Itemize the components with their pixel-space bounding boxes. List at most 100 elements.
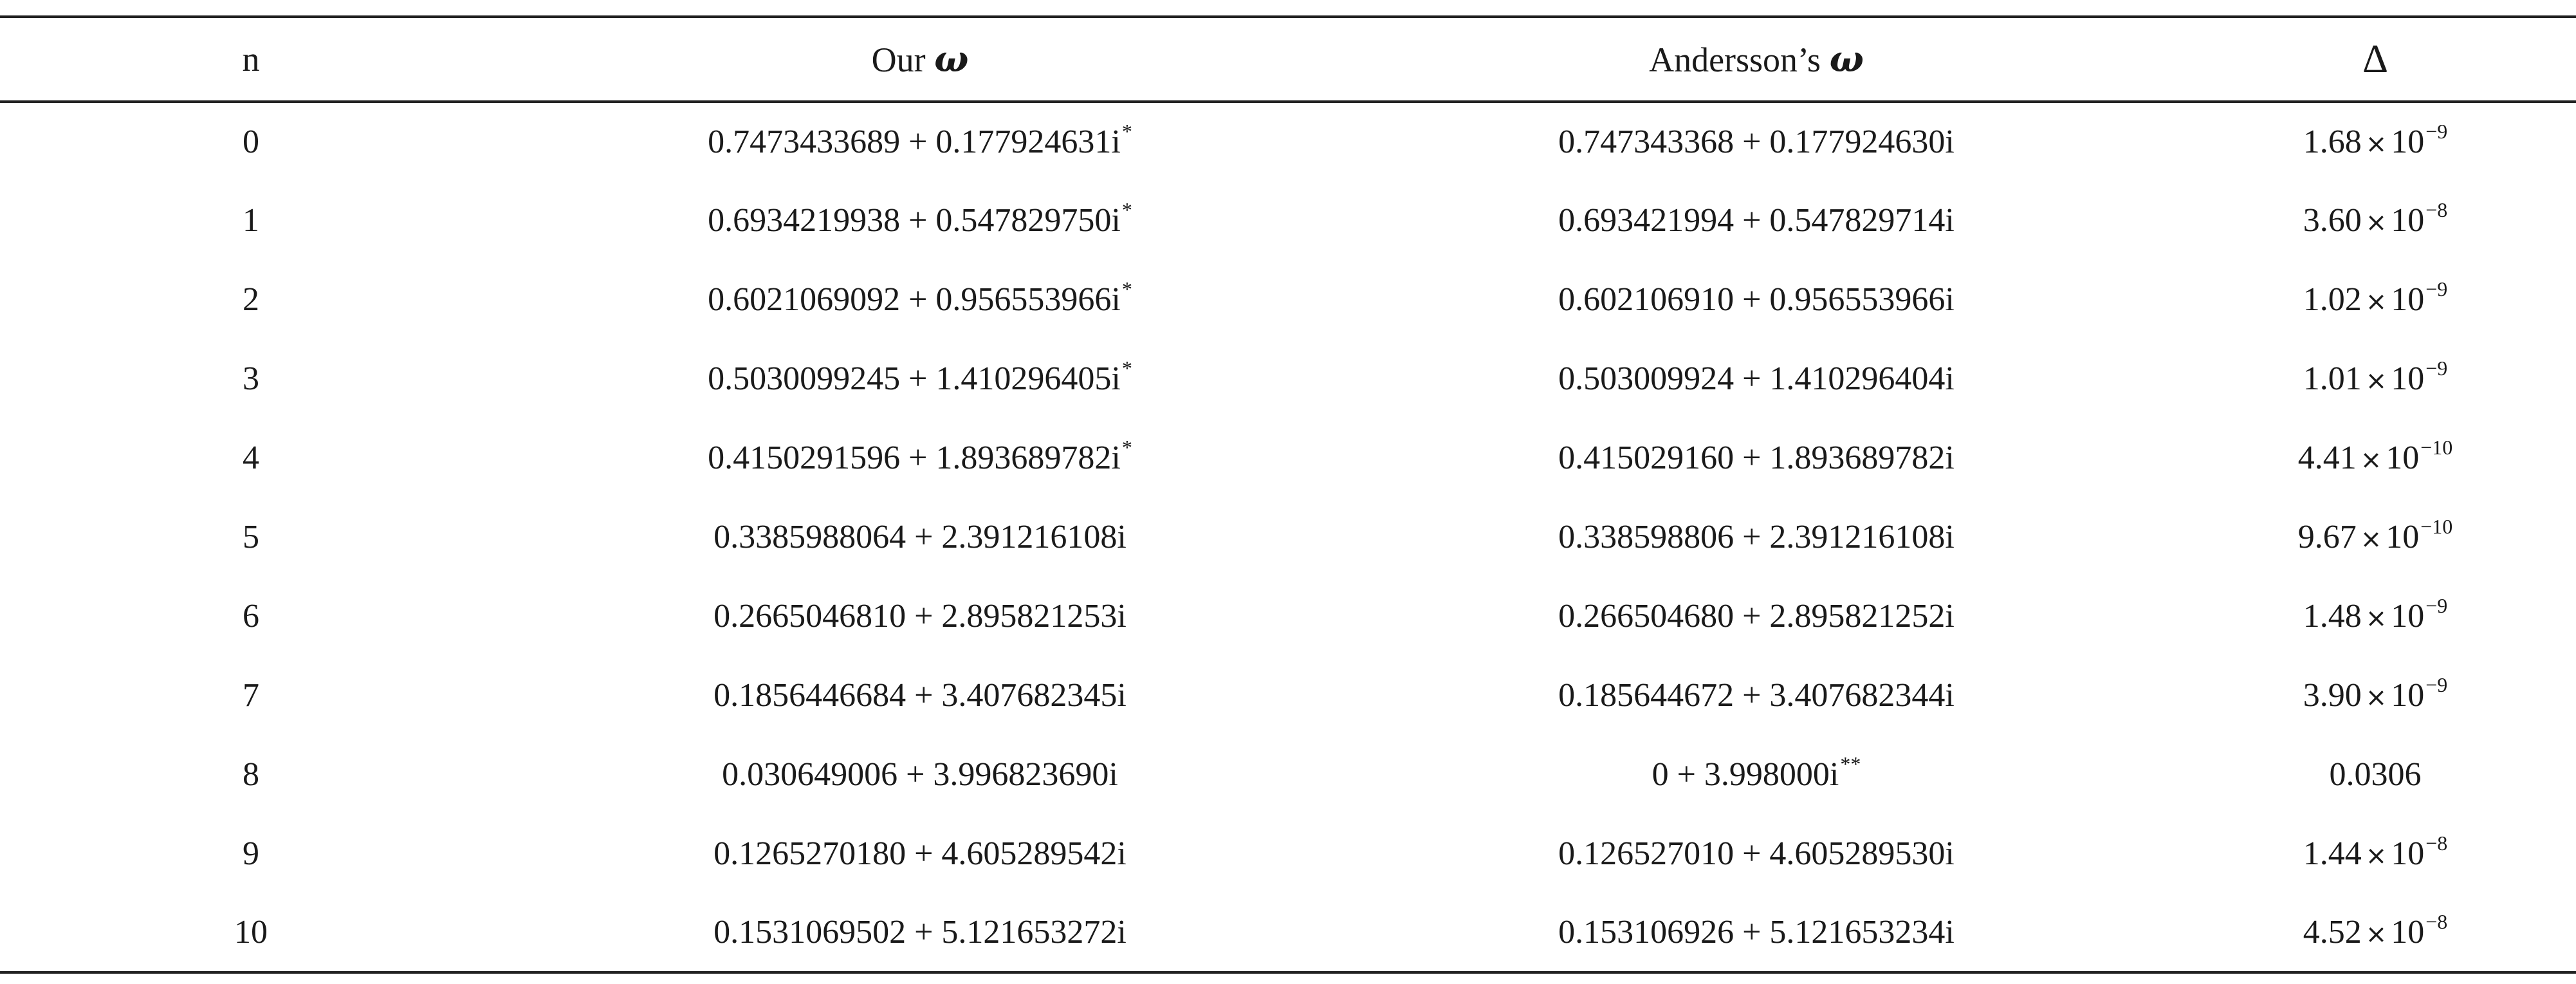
power-base: 10 (2391, 835, 2425, 872)
times-sign: × (2360, 524, 2382, 554)
n-value: 4 (243, 440, 259, 476)
delta-mantissa: 4.52 (2303, 914, 2362, 951)
cell-delta: 9.67 × 10−10 (2175, 497, 2576, 577)
times-sign: × (2365, 841, 2387, 871)
andersson-omega-value: 0.747343368 + 0.177924630i (1558, 124, 1955, 160)
table-row: 7 0.1856446684 + 3.407682345i 0.185644672 … (0, 656, 2576, 735)
delta-exponent: −9 (2425, 594, 2448, 617)
power-base: 10 (2391, 677, 2425, 714)
andersson-omega-value: 0.415029160 + 1.893689782i (1558, 440, 1955, 476)
cell-our-omega: 0.1265270180 + 4.605289542i (502, 814, 1338, 893)
cell-delta: 0.0306 (2175, 735, 2576, 814)
delta-mantissa: 3.90 (2303, 677, 2362, 714)
n-value: 8 (243, 756, 259, 793)
cell-delta: 4.52 × 10−8 (2175, 893, 2576, 974)
our-omega-value: 0.7473433689 + 0.177924631i (708, 124, 1121, 160)
table-row: 10 0.1531069502 + 5.121653272i 0.153106926… (0, 893, 2576, 974)
cell-andersson-omega: 0.602106910 + 0.956553966i (1338, 260, 2175, 339)
andersson-omega-value: 0.153106926 + 5.121653234i (1558, 914, 1955, 951)
table-row: 0 0.7473433689 + 0.177924631i* 0.747343368… (0, 102, 2576, 181)
our-omega-value: 0.1265270180 + 4.605289542i (713, 835, 1127, 872)
andersson-omega-value: 0.602106910 + 0.956553966i (1558, 281, 1955, 318)
cell-andersson-omega: 0.415029160 + 1.893689782i (1338, 418, 2175, 497)
n-value: 7 (243, 677, 259, 714)
delta-exponent: −9 (2425, 277, 2448, 301)
table-row: 1 0.6934219938 + 0.547829750i* 0.693421994… (0, 181, 2576, 260)
cell-n: 1 (0, 181, 502, 260)
delta-mantissa: 9.67 (2297, 519, 2357, 555)
omega-symbol: ω (1829, 38, 1864, 80)
table-row: 9 0.1265270180 + 4.605289542i 0.126527010 … (0, 814, 2576, 893)
cell-our-omega: 0.4150291596 + 1.893689782i* (502, 418, 1338, 497)
n-value: 3 (243, 360, 259, 397)
andersson-omega-value: 0.185644672 + 3.407682344i (1558, 677, 1955, 714)
power-base: 10 (2391, 598, 2425, 635)
cell-delta: 1.44 × 10−8 (2175, 814, 2576, 893)
header-n-label: n (242, 40, 260, 79)
header-andersson-label: Andersson’s (1649, 41, 1821, 79)
table-body: 0 0.7473433689 + 0.177924631i* 0.747343368… (0, 102, 2576, 974)
cell-our-omega: 0.1856446684 + 3.407682345i (502, 656, 1338, 735)
n-value: 1 (243, 202, 259, 239)
n-value: 5 (243, 519, 259, 555)
power-base: 10 (2391, 360, 2425, 397)
table-row: 4 0.4150291596 + 1.893689782i* 0.415029160… (0, 418, 2576, 497)
cell-n: 6 (0, 577, 502, 656)
cell-delta: 1.02 × 10−9 (2175, 260, 2576, 339)
times-sign: × (2365, 366, 2387, 396)
times-sign: × (2365, 129, 2387, 159)
delta-mantissa: 1.44 (2303, 835, 2362, 872)
delta-value: 0.0306 (2329, 756, 2422, 793)
power-base: 10 (2391, 202, 2425, 239)
times-sign: × (2365, 683, 2387, 712)
delta-mantissa: 3.60 (2303, 202, 2362, 239)
delta-symbol: Δ (2362, 37, 2388, 81)
delta-exponent: −8 (2425, 831, 2448, 855)
n-value: 6 (243, 598, 259, 635)
cell-andersson-omega: 0.338598806 + 2.391216108i (1338, 497, 2175, 577)
table-row: 8 0.030649006 + 3.996823690i 0 + 3.998000i… (0, 735, 2576, 814)
cell-delta: 1.68 × 10−9 (2175, 102, 2576, 181)
cell-andersson-omega: 0.747343368 + 0.177924630i (1338, 102, 2175, 181)
delta-mantissa: 1.01 (2303, 360, 2362, 397)
cell-delta: 3.60 × 10−8 (2175, 181, 2576, 260)
delta-mantissa: 1.48 (2303, 598, 2362, 635)
footnote-mark: * (1121, 120, 1132, 143)
cell-our-omega: 0.030649006 + 3.996823690i (502, 735, 1338, 814)
delta-exponent: −8 (2425, 910, 2448, 933)
cell-delta: 1.01 × 10−9 (2175, 339, 2576, 418)
cell-our-omega: 0.3385988064 + 2.391216108i (502, 497, 1338, 577)
power-base: 10 (2391, 914, 2425, 951)
power-base: 10 (2391, 124, 2425, 160)
delta-exponent: −10 (2420, 515, 2453, 538)
cell-our-omega: 0.5030099245 + 1.410296405i* (502, 339, 1338, 418)
cell-andersson-omega: 0.153106926 + 5.121653234i (1338, 893, 2175, 974)
header-row: n Our ω Andersson’s ω Δ (0, 15, 2576, 103)
cell-our-omega: 0.1531069502 + 5.121653272i (502, 893, 1338, 974)
footnote-mark: * (1121, 198, 1132, 221)
cell-n: 10 (0, 893, 502, 974)
header-our-label: Our (871, 41, 926, 79)
cell-n: 0 (0, 102, 502, 181)
cell-andersson-omega: 0.126527010 + 4.605289530i (1338, 814, 2175, 893)
table-row: 2 0.6021069092 + 0.956553966i* 0.602106910… (0, 260, 2576, 339)
cell-n: 4 (0, 418, 502, 497)
omega-symbol: ω (934, 38, 969, 80)
cell-andersson-omega: 0.266504680 + 2.895821252i (1338, 577, 2175, 656)
cell-delta: 1.48 × 10−9 (2175, 577, 2576, 656)
power-base: 10 (2391, 281, 2425, 318)
our-omega-value: 0.4150291596 + 1.893689782i (708, 440, 1121, 476)
delta-exponent: −10 (2420, 436, 2453, 459)
table-header: n Our ω Andersson’s ω Δ (0, 15, 2576, 103)
andersson-omega-value: 0.693421994 + 0.547829714i (1558, 202, 1955, 239)
header-delta: Δ (2175, 15, 2576, 103)
footnote-mark: * (1121, 357, 1132, 380)
delta-exponent: −8 (2425, 198, 2448, 221)
times-sign: × (2365, 604, 2387, 633)
andersson-omega-value: 0.503009924 + 1.410296404i (1558, 360, 1955, 397)
cell-andersson-omega: 0.693421994 + 0.547829714i (1338, 181, 2175, 260)
our-omega-value: 0.030649006 + 3.996823690i (722, 756, 1118, 793)
delta-exponent: −9 (2425, 357, 2448, 380)
cell-n: 9 (0, 814, 502, 893)
header-andersson-omega: Andersson’s ω (1338, 15, 2175, 103)
